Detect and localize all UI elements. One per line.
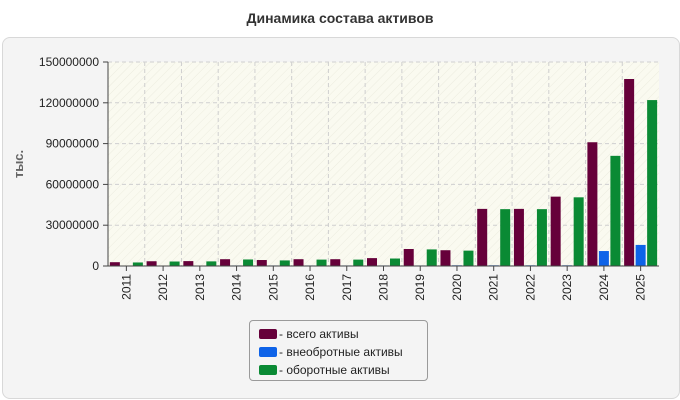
y-tick-label: 0 — [92, 259, 99, 273]
bar-series-0-2023 — [550, 196, 561, 266]
bar-series-2-2014 — [243, 259, 254, 266]
legend-item-total: - всего активы — [259, 325, 427, 343]
bar-series-0-2017 — [330, 259, 341, 266]
bar-series-2-2018 — [390, 258, 400, 266]
bar-series-0-2025 — [624, 79, 635, 266]
x-tick-label: 2019 — [413, 274, 427, 301]
bar-series-0-2011 — [109, 262, 120, 266]
x-tick-label: 2024 — [597, 274, 611, 301]
x-tick-label: 2016 — [303, 274, 317, 301]
legend-swatch-current — [259, 365, 277, 375]
bar-series-2-2020 — [463, 250, 474, 266]
bar-series-0-2013 — [183, 261, 194, 266]
legend-swatch-total — [259, 329, 277, 339]
bar-series-0-2012 — [146, 261, 157, 266]
bar-series-0-2021 — [477, 208, 488, 266]
bar-series-2-2025 — [647, 100, 658, 266]
bar-series-2-2013 — [206, 261, 217, 266]
bar-series-2-2015 — [279, 260, 290, 266]
legend-label-noncurrent: - внеобротные активы — [279, 345, 403, 359]
bar-series-2-2012 — [169, 261, 180, 266]
y-tick-label: 30000000 — [46, 218, 100, 232]
legend-label-total: - всего активы — [279, 327, 359, 341]
bar-series-2-2023 — [573, 197, 584, 266]
bar-series-0-2022 — [513, 208, 524, 266]
bar-series-2-2022 — [536, 209, 547, 266]
bar-series-2-2019 — [426, 249, 437, 266]
y-tick-label: 120000000 — [39, 96, 99, 110]
chart-title: Динамика состава активов — [246, 10, 434, 26]
y-tick-label: 90000000 — [46, 137, 100, 151]
bar-series-0-2019 — [403, 249, 414, 266]
x-tick-label: 2013 — [193, 274, 207, 301]
bar-series-2-2011 — [132, 262, 143, 266]
x-tick-label: 2011 — [119, 274, 133, 300]
legend: - всего активы - внеобротные активы - об… — [249, 320, 428, 381]
legend-item-noncurrent: - внеобротные активы — [259, 343, 427, 361]
bar-series-2-2024 — [610, 155, 621, 266]
y-axis-label: тыс. — [11, 150, 26, 178]
bar-series-1-2024 — [598, 251, 609, 266]
x-tick-label: 2025 — [634, 274, 648, 301]
x-tick-label: 2014 — [230, 274, 244, 301]
x-tick-label: 2015 — [266, 274, 280, 301]
plot-area — [108, 62, 659, 266]
legend-swatch-noncurrent — [259, 347, 277, 357]
legend-item-current: - оборотные активы — [259, 361, 427, 379]
legend-label-current: - оборотные активы — [279, 363, 390, 377]
bar-series-0-2018 — [367, 258, 377, 266]
bar-series-1-2025 — [635, 244, 646, 266]
x-tick-label: 2022 — [523, 274, 537, 301]
x-tick-label: 2023 — [560, 274, 574, 301]
x-tick-label: 2020 — [450, 274, 464, 301]
y-tick-label: 60000000 — [46, 177, 100, 191]
bar-series-2-2017 — [353, 259, 364, 266]
bar-series-0-2016 — [293, 259, 304, 266]
bar-series-0-2020 — [440, 250, 451, 266]
bar-series-0-2014 — [220, 259, 231, 266]
x-tick-label: 2017 — [340, 274, 354, 301]
bar-series-2-2021 — [500, 209, 511, 266]
bar-series-2-2016 — [316, 259, 327, 266]
bar-series-0-2015 — [256, 260, 267, 266]
bar-series-0-2024 — [587, 142, 598, 266]
x-tick-label: 2021 — [487, 274, 501, 301]
y-tick-label: 150000000 — [39, 55, 99, 69]
x-tick-label: 2012 — [156, 274, 170, 301]
x-tick-label: 2018 — [377, 274, 391, 301]
